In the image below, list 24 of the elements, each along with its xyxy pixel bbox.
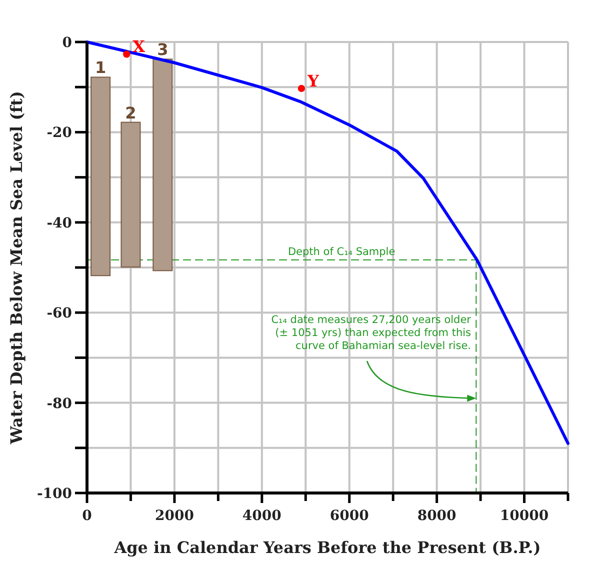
x-tick-label: 0 [82,508,92,524]
ref-line-label: Depth of C₁₄ Sample [288,246,396,258]
y-tick-label: -40 [46,215,72,232]
y-tick-label: -100 [36,486,72,502]
x-tick-label: 6000 [330,508,370,524]
annotation: 1 [94,58,106,78]
y-tick-label: -80 [46,396,72,412]
y-tick-label: 0 [62,35,72,51]
y-tick-label: -20 [46,125,72,142]
x-axis-title: Age in Calendar Years Before the Present (B.P.) [113,538,541,557]
data-label: X [132,37,146,56]
x-tick-label: 4000 [242,508,282,524]
annotation: C₁₄ date measures 27,200 years older (± 1051 yrs) than expected from this curve of Bahamian sea-level rise. [271,314,472,352]
x-tick-label: 10000 [500,508,549,524]
data-label: Y [306,71,320,90]
x-tick-label: 2000 [154,508,194,524]
bar [90,76,111,276]
x-tick-label: 8000 [417,508,457,524]
annotation: 3 [157,40,168,60]
annotation: 2 [125,103,136,122]
y-axis-title: Water Depth Below Mean Sea Level (ft) [7,90,26,446]
bar [152,58,173,272]
bar [120,122,141,268]
y-tick-label: -60 [46,306,72,322]
